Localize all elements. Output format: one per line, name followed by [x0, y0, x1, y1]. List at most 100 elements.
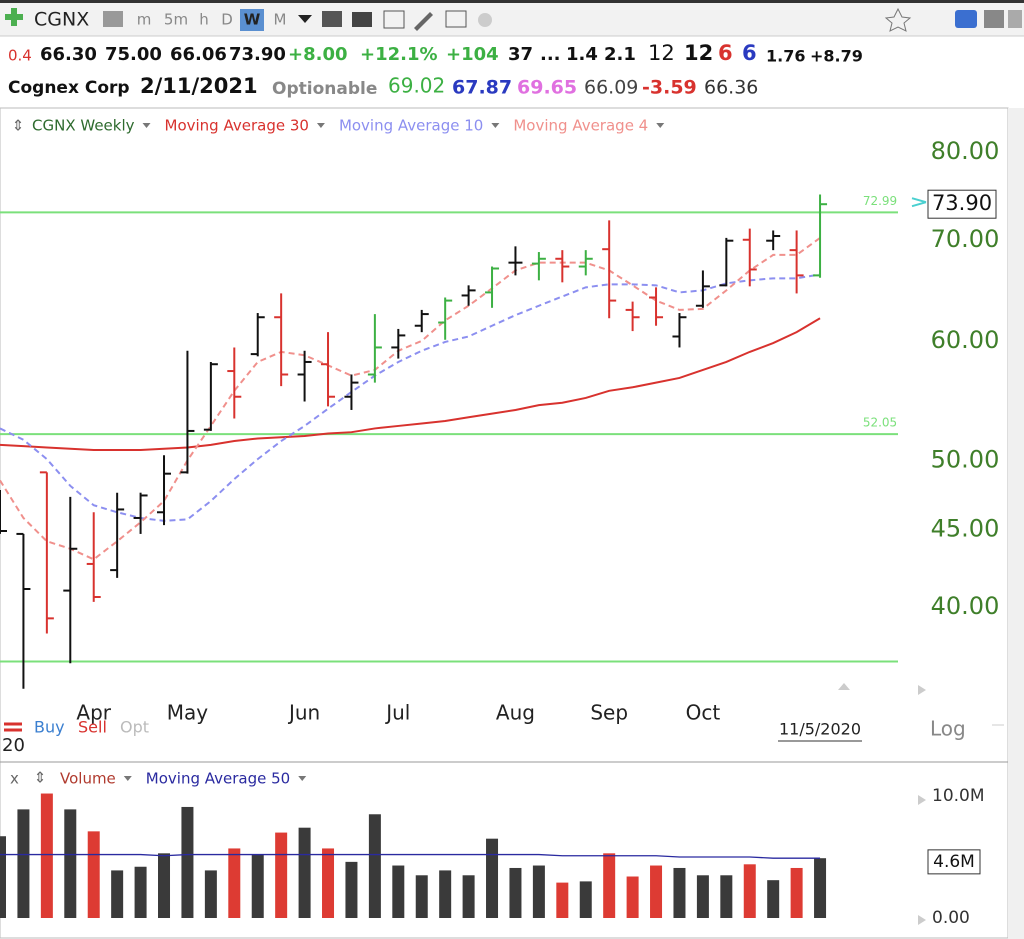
scroll-arrow[interactable]	[918, 915, 926, 925]
y-tick-label: 50.00	[931, 445, 1000, 473]
legend-entry[interactable]: Moving Average 4	[513, 117, 648, 135]
icon[interactable]	[352, 12, 372, 27]
y-tick-label: 45.00	[931, 515, 1000, 543]
y-tick-label: 70.00	[931, 225, 1000, 253]
volume-bar	[486, 838, 499, 918]
last-price-pointer	[911, 197, 927, 208]
interval[interactable]: 5m	[164, 11, 188, 29]
x-tick-label: May	[167, 701, 209, 725]
add-icon[interactable]	[5, 8, 23, 26]
interval[interactable]: D	[221, 11, 233, 29]
icon[interactable]	[445, 10, 467, 28]
interval[interactable]: m	[137, 11, 152, 29]
volume-bar	[696, 875, 709, 918]
scrollbar[interactable]	[1008, 108, 1024, 939]
quote-row: 0.4 66.30 75.00 66.06 73.90 +8.00 +12.1%…	[8, 41, 863, 66]
legend-dropdown	[123, 776, 132, 781]
legend-entry[interactable]: Moving Average 10	[339, 117, 483, 135]
company-name: Cognex Corp	[8, 78, 130, 98]
quote-value: 37	[508, 44, 533, 65]
last-price-box	[927, 189, 997, 219]
icon[interactable]	[383, 10, 405, 29]
volume-average-line	[0, 853, 821, 859]
quote-value: 1.4	[566, 44, 598, 65]
year-label: 20	[2, 735, 25, 756]
interval[interactable]: W	[244, 11, 261, 29]
volume-bar	[17, 809, 30, 918]
legend-dropdown	[316, 123, 325, 128]
interval[interactable]: h	[199, 11, 209, 29]
volume-bar	[720, 875, 733, 918]
icon[interactable]	[955, 10, 977, 28]
dropdown[interactable]	[298, 15, 312, 23]
volume-bar	[64, 809, 77, 918]
legend-entry[interactable]: Moving Average 50	[146, 770, 290, 788]
quote-value: 6	[718, 41, 733, 65]
volume-bar	[579, 881, 592, 918]
legend-entry[interactable]: Volume	[60, 770, 116, 788]
icon[interactable]	[322, 11, 342, 27]
last-price-label: 73.90	[932, 191, 992, 215]
x-tick-label: Aug	[496, 701, 535, 725]
quote-value: 2.1	[604, 44, 636, 65]
quote-value: 12	[684, 41, 713, 65]
trade-icon[interactable]	[4, 722, 22, 732]
volume-bar	[439, 870, 452, 918]
trade-button[interactable]: Buy	[34, 718, 65, 737]
moving-average-line	[0, 317, 821, 452]
selected-interval-bg	[240, 9, 264, 31]
volume-bar	[40, 793, 53, 918]
legend-entry[interactable]: Moving Average 30	[165, 117, 309, 135]
x-tick-label: Jul	[384, 701, 410, 725]
icon[interactable]	[984, 10, 1004, 28]
y-tick-label: 10.0M	[932, 786, 985, 806]
icon[interactable]	[414, 12, 433, 31]
icon[interactable]	[103, 11, 123, 27]
x-tick-label: Jun	[287, 701, 320, 725]
y-tick-label: 40.00	[931, 592, 1000, 620]
legend-handle: ⇕	[34, 769, 47, 787]
close-panel[interactable]: x	[10, 770, 19, 788]
scroll-arrow[interactable]	[918, 795, 926, 805]
legend-entry[interactable]: CGNX Weekly	[32, 117, 135, 135]
trade-button[interactable]: Sell	[78, 718, 107, 737]
volume-bar	[251, 854, 264, 918]
quote-value: 66.06	[170, 44, 227, 65]
trade-button[interactable]: Opt	[120, 718, 149, 737]
quote-value: 66.09	[584, 77, 638, 99]
star-icon[interactable]	[884, 7, 912, 32]
volume-bar	[204, 870, 217, 918]
scroll-arrow[interactable]	[918, 685, 926, 695]
volume-bar	[275, 832, 288, 918]
volume-bar	[415, 875, 428, 918]
x-tick-label: Oct	[686, 701, 721, 725]
symbol[interactable]: CGNX	[34, 9, 89, 31]
interval[interactable]: M	[274, 11, 287, 29]
volume-bar	[392, 865, 405, 918]
volume-bar	[0, 836, 6, 918]
scale-label[interactable]: Log	[930, 717, 966, 741]
icon[interactable]	[1008, 10, 1022, 28]
last-value-label: 4.6M	[933, 852, 975, 872]
volume-bar	[368, 814, 381, 918]
volume-bar	[743, 864, 756, 918]
y-tick-label: 60.00	[931, 326, 1000, 354]
moving-average-line	[0, 273, 821, 522]
volume-bar	[158, 853, 171, 918]
price-plot	[0, 194, 898, 689]
quote-row: Cognex Corp 2/11/2021 Optionable 69.02 6…	[8, 74, 758, 100]
volume-plot	[0, 793, 827, 918]
quote-text: Optionable	[272, 79, 377, 99]
last-value-box	[927, 849, 981, 875]
quote-value: 0.4	[8, 47, 32, 65]
volume-bar	[814, 858, 827, 918]
x-tick-label: Apr	[76, 701, 111, 725]
cursor-date: 11/5/2020	[779, 720, 861, 739]
volume-bar	[322, 848, 335, 918]
icon[interactable]	[478, 13, 492, 27]
scroll-arrow[interactable]	[838, 683, 850, 690]
quote-date: 2/11/2021	[140, 74, 258, 98]
